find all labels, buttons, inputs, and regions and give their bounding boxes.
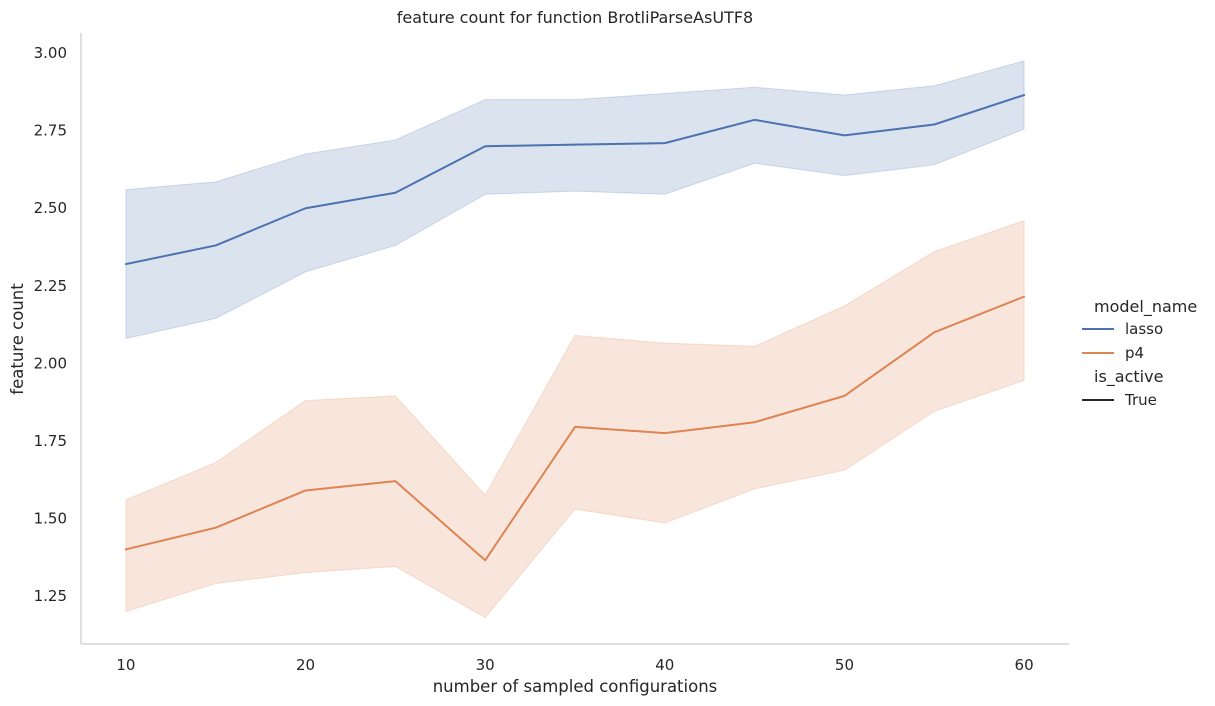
legend-label-style: True <box>1124 391 1157 409</box>
y-tick-label: 1.50 <box>34 509 67 527</box>
x-axis-title: number of sampled configurations <box>433 677 718 696</box>
y-tick-label: 2.25 <box>34 277 67 295</box>
legend-hue-title: model_name <box>1094 297 1197 317</box>
series-lines <box>124 94 1026 562</box>
series-line-p4 <box>124 295 1026 562</box>
legend-label-lasso: lasso <box>1125 320 1163 338</box>
confidence-bands <box>125 60 1025 619</box>
ci-band-lasso <box>125 60 1025 340</box>
y-tick-label: 1.25 <box>34 587 67 605</box>
x-tick-label: 20 <box>296 656 315 674</box>
x-tick-label: 50 <box>835 656 854 674</box>
y-tick-label: 2.75 <box>34 122 67 140</box>
y-tick-labels: 1.25 1.50 1.75 2.00 2.25 2.50 2.75 3.00 <box>34 44 67 605</box>
x-tick-label: 30 <box>476 656 495 674</box>
chart-title: feature count for function BrotliParseAs… <box>397 8 753 27</box>
y-tick-label: 1.75 <box>34 432 67 450</box>
y-axis-title: feature count <box>8 283 27 395</box>
legend: model_name lasso p4 is_active True <box>1082 297 1197 409</box>
x-tick-label: 40 <box>655 656 674 674</box>
x-tick-label: 60 <box>1015 656 1034 674</box>
legend-label-p4: p4 <box>1125 344 1144 362</box>
y-tick-label: 3.00 <box>34 44 67 62</box>
x-tick-labels: 10 20 30 40 50 60 <box>116 656 1033 674</box>
x-tick-label: 10 <box>116 656 135 674</box>
y-tick-label: 2.00 <box>34 354 67 372</box>
y-tick-label: 2.50 <box>34 199 67 217</box>
ci-band-p4 <box>125 219 1025 619</box>
legend-style-title: is_active <box>1094 367 1163 387</box>
series-line-lasso <box>124 94 1026 266</box>
